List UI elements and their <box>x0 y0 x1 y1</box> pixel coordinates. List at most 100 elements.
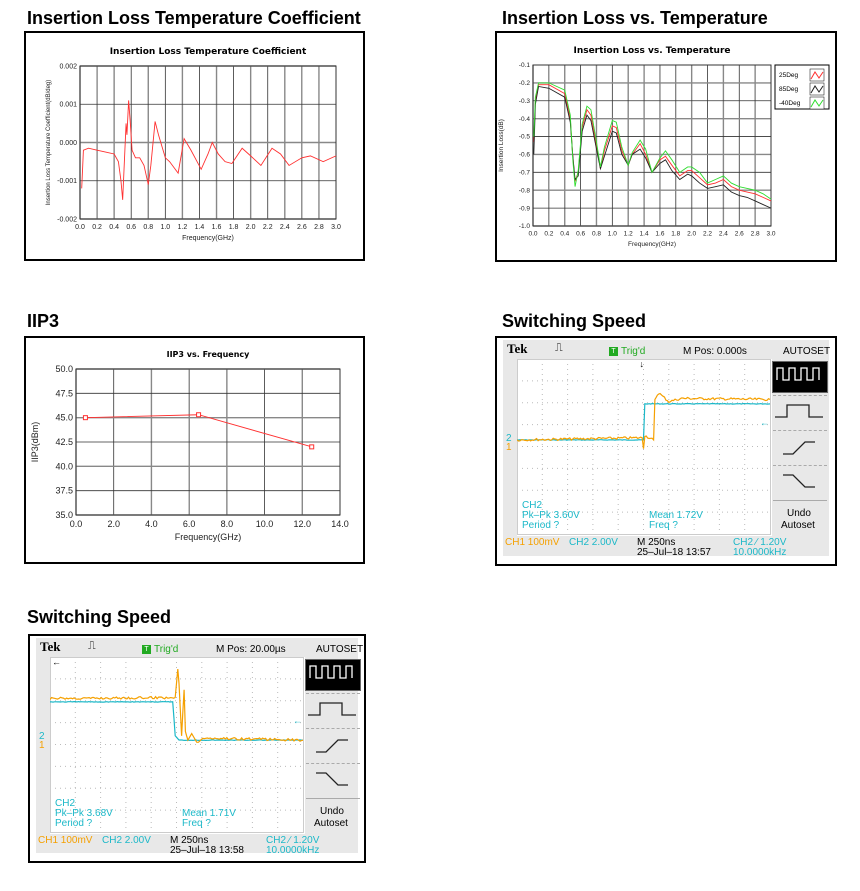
trigger-position-marker: ↓ <box>640 359 645 369</box>
x-tick-label: 2.2 <box>263 224 273 231</box>
measure-freq: Freq ? <box>182 818 211 829</box>
x-tick-label: 1.0 <box>160 224 170 231</box>
trigger-level-marker[interactable]: ← <box>293 716 302 726</box>
x-tick-label: 2.4 <box>280 224 290 231</box>
legend-line <box>810 71 824 80</box>
x-tick-label: 1.8 <box>229 224 239 231</box>
falling-edge-icon-button[interactable] <box>306 765 360 795</box>
ch1-scale: CH1 100mV <box>38 835 93 846</box>
falling-edge-icon <box>783 474 815 488</box>
x-tick-label: 1.8 <box>671 231 680 238</box>
pulse-icon: ⎍ <box>88 640 96 652</box>
heading-iip3: IIP3 <box>27 311 60 331</box>
y-tick-label: 50.0 <box>55 364 73 374</box>
x-tick-label: 1.4 <box>640 231 649 238</box>
y-tick-label: 35.0 <box>55 510 73 520</box>
chart-il-temperature-svg: Insertion Loss vs. Temperature 0.0 0.2 0.4 0… <box>498 46 830 248</box>
series-line-25Deg <box>533 84 772 202</box>
falling-edge-icon <box>316 772 348 786</box>
x-tick-label: 2.8 <box>751 231 760 238</box>
heading-switching-speed-2: Switching Speed <box>27 607 172 627</box>
chart-iip3: IIP3 vs. Frequency 0.0 2.0 4.0 6.0 8.0 10.0 12.… <box>24 336 365 564</box>
y-tick-label: -0.001 <box>57 178 77 185</box>
y-tick-label: 47.5 <box>55 388 73 398</box>
trigger-position-marker: ← <box>52 657 61 667</box>
y-tick-label: -0.1 <box>519 62 531 69</box>
measure-pkpk: Pk–Pk 3.60V <box>522 510 580 521</box>
undo-autoset-label: Autoset <box>314 818 348 829</box>
plot-frame <box>75 368 341 516</box>
square-wave-icon <box>309 665 353 679</box>
y-tick-label: -0.6 <box>519 152 531 159</box>
trace-ch1 <box>517 392 771 449</box>
chart-il-coefficient: Insertion Loss Temperature Coefficient 0.… <box>24 31 365 261</box>
trace-ch1 <box>50 668 304 743</box>
x-tick-label: 1.6 <box>212 224 222 231</box>
x-tick-label: 0.6 <box>126 224 136 231</box>
x-tick-label: 1.2 <box>178 224 188 231</box>
chart-title: Insertion Loss vs. Temperature <box>573 46 730 56</box>
tek-logo: Tek <box>40 639 61 654</box>
tek-logo: Tek <box>507 341 528 356</box>
data-point <box>82 415 88 421</box>
trigger-icon: T <box>142 644 151 654</box>
x-tick-label: 2.0 <box>246 224 256 231</box>
x-tick-label: 0.2 <box>544 231 553 238</box>
y-tick-label: -0.9 <box>519 205 531 212</box>
series-line--40Deg <box>533 82 772 200</box>
x-tick-label: 3.0 <box>331 224 341 231</box>
measure-pkpk: Pk–Pk 3.68V <box>55 808 113 819</box>
measure-freq: Freq ? <box>649 520 678 531</box>
rising-edge-icon <box>316 739 348 753</box>
x-tick-label: 0.2 <box>92 224 102 231</box>
x-axis-label: Frequency(GHz) <box>628 241 676 248</box>
x-tick-label: 2.4 <box>719 231 728 238</box>
single-pulse-icon <box>775 404 823 418</box>
autoset-label: AUTOSET <box>783 346 831 357</box>
menu-divider <box>306 798 360 799</box>
scope-frame <box>517 359 771 535</box>
x-tick-label: 0.0 <box>70 519 83 529</box>
x-axis-label: Frequency(GHz) <box>182 235 234 242</box>
plot-frame <box>79 65 337 220</box>
trigger-setting: CH2 ∕ 1.20V <box>266 835 320 846</box>
ch2-marker: 2 <box>506 432 512 444</box>
y-tick-label: -0.7 <box>519 170 531 177</box>
undo-autoset-label: Autoset <box>781 520 815 531</box>
square-wave-icon-button[interactable] <box>772 361 828 393</box>
trigger-level-marker[interactable]: ← <box>760 418 769 428</box>
y-tick-label: 37.5 <box>55 486 73 496</box>
undo-autoset-button[interactable]: Undo <box>787 508 811 519</box>
scope-frame <box>50 657 304 833</box>
legend-label: 85Deg <box>779 86 799 93</box>
undo-autoset-button[interactable]: Undo <box>320 806 344 817</box>
trigger-label: Trig'd <box>621 346 646 357</box>
single-pulse-icon-button[interactable] <box>773 397 827 427</box>
x-tick-label: 0.8 <box>592 231 601 238</box>
x-tick-label: 0.4 <box>109 224 119 231</box>
data-point <box>196 412 202 418</box>
x-tick-label: 2.0 <box>107 519 120 529</box>
data-point <box>309 444 315 450</box>
heading-switching-speed-1: Switching Speed <box>502 311 647 331</box>
x-tick-label: 0.0 <box>75 224 85 231</box>
heading-il-coefficient: Insertion Loss Temperature Coefficient <box>27 8 361 28</box>
square-wave-icon-button[interactable] <box>305 659 361 691</box>
y-tick-label: -1.0 <box>519 223 531 230</box>
falling-edge-icon-button[interactable] <box>773 467 827 497</box>
single-pulse-icon-button[interactable] <box>306 695 360 725</box>
y-tick-label: 0.001 <box>59 102 77 109</box>
y-tick-label: -0.2 <box>519 80 531 87</box>
x-tick-label: 1.2 <box>624 231 633 238</box>
y-axis-label: Insertion Loss Temperature Coefficient(d… <box>46 80 52 206</box>
plot-frame <box>532 64 772 227</box>
timestamp: 25–Jul–18 13:57 <box>637 547 711 558</box>
x-axis-label: Frequency(GHz) <box>175 532 242 542</box>
rising-edge-icon-button[interactable] <box>773 432 827 462</box>
ch1-scale: CH1 100mV <box>505 537 560 548</box>
menu-divider <box>773 430 827 431</box>
rising-edge-icon-button[interactable] <box>306 730 360 760</box>
x-tick-label: 2.0 <box>687 231 696 238</box>
x-tick-label: 2.6 <box>735 231 744 238</box>
x-tick-label: 12.0 <box>294 519 312 529</box>
